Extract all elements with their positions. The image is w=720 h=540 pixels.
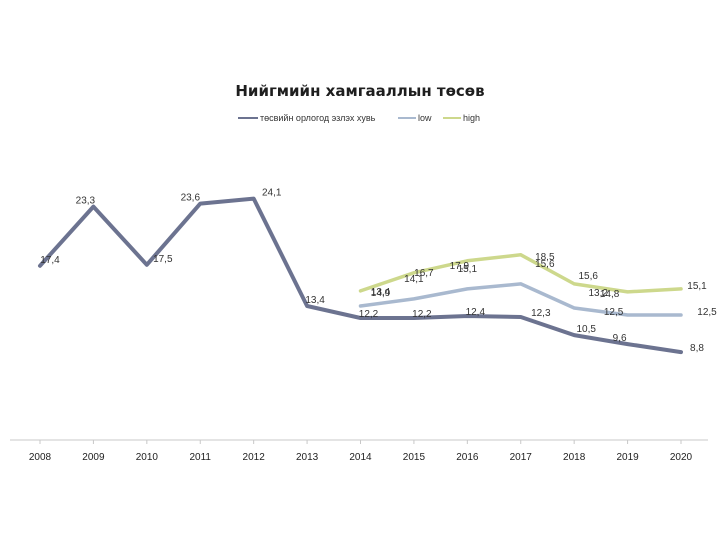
data-point bbox=[519, 282, 523, 286]
data-label: 17,9 bbox=[450, 261, 470, 272]
data-point bbox=[465, 259, 469, 263]
data-label: 9,6 bbox=[613, 333, 627, 344]
chart-title: Нийгмийн хамгааллын төсөв bbox=[235, 82, 484, 100]
data-point bbox=[679, 350, 683, 354]
data-point bbox=[38, 264, 42, 268]
data-label: 15,6 bbox=[535, 259, 555, 270]
x-tick-label: 2016 bbox=[456, 452, 479, 463]
data-point bbox=[572, 282, 576, 286]
data-label: 24,1 bbox=[262, 188, 282, 199]
x-tick-label: 2012 bbox=[243, 452, 266, 463]
data-point bbox=[572, 333, 576, 337]
x-tick-label: 2017 bbox=[510, 452, 533, 463]
data-point bbox=[198, 202, 202, 206]
data-point bbox=[626, 313, 630, 317]
data-point bbox=[465, 314, 469, 318]
data-point bbox=[252, 197, 256, 201]
series-line bbox=[358, 282, 683, 317]
data-point bbox=[519, 253, 523, 257]
data-point bbox=[145, 263, 149, 267]
data-label: 14,1 bbox=[404, 274, 424, 285]
plot-area: 17,4 23,3 17,5 23,6 24,1 13,4 12,2 12,2 12,4 12,3… bbox=[38, 188, 717, 354]
data-point bbox=[412, 271, 416, 275]
data-label: 10,5 bbox=[576, 324, 596, 335]
data-label: 14,8 bbox=[600, 289, 620, 300]
data-point bbox=[626, 290, 630, 294]
data-point bbox=[359, 304, 362, 308]
data-point bbox=[412, 316, 416, 320]
legend-entry: high bbox=[463, 113, 480, 123]
x-tick-label: 2011 bbox=[189, 452, 211, 463]
data-label: 17,4 bbox=[40, 255, 60, 266]
data-label: 18,5 bbox=[535, 252, 555, 263]
legend-entry: төсвийн орлогод эзлэх хувь bbox=[260, 113, 376, 123]
data-point bbox=[626, 342, 630, 346]
data-label: 12,2 bbox=[412, 309, 432, 320]
data-label: 13,4 bbox=[371, 287, 391, 298]
x-tick-label: 2018 bbox=[563, 452, 586, 463]
x-tick-label: 2015 bbox=[403, 452, 426, 463]
x-tick-label: 2009 bbox=[82, 452, 105, 463]
data-point bbox=[359, 289, 362, 293]
data-label: 15,1 bbox=[458, 264, 478, 275]
data-label: 12,5 bbox=[697, 307, 717, 318]
data-label: 23,3 bbox=[76, 196, 96, 207]
data-label: 12,4 bbox=[466, 307, 486, 318]
data-label: 14,9 bbox=[371, 288, 391, 299]
data-point bbox=[679, 287, 683, 291]
data-label: 13,2 bbox=[588, 288, 608, 299]
data-label: 16,7 bbox=[414, 268, 434, 279]
data-label: 8,8 bbox=[690, 343, 704, 354]
x-tick-label: 2010 bbox=[136, 452, 159, 463]
data-label: 17,5 bbox=[153, 254, 173, 265]
data-point bbox=[465, 287, 469, 291]
x-tick-label: 2013 bbox=[296, 452, 319, 463]
x-tick-label: 2020 bbox=[670, 452, 693, 463]
data-label: 12,5 bbox=[604, 307, 624, 318]
data-point bbox=[679, 313, 683, 317]
data-label: 15,6 bbox=[578, 271, 598, 282]
x-axis-ticks: 2008 2009 2010 2011 2012 2013 2014 2015 2016 2017… bbox=[29, 440, 693, 463]
legend-entry: low bbox=[418, 113, 432, 123]
data-point bbox=[412, 297, 416, 301]
data-label: 12,2 bbox=[359, 309, 379, 320]
data-point bbox=[91, 205, 95, 209]
data-label: 13,4 bbox=[305, 295, 325, 306]
data-point bbox=[305, 304, 309, 308]
data-point bbox=[519, 315, 523, 319]
legend: төсвийн орлогод эзлэх хувь low high bbox=[238, 113, 480, 123]
data-label: 23,6 bbox=[181, 193, 201, 204]
data-label: 15,1 bbox=[687, 281, 707, 292]
x-tick-label: 2019 bbox=[616, 452, 639, 463]
x-tick-label: 2014 bbox=[349, 452, 372, 463]
data-label: 12,3 bbox=[531, 308, 551, 319]
x-tick-label: 2008 bbox=[29, 452, 52, 463]
data-point bbox=[359, 316, 362, 320]
data-point bbox=[572, 306, 576, 310]
